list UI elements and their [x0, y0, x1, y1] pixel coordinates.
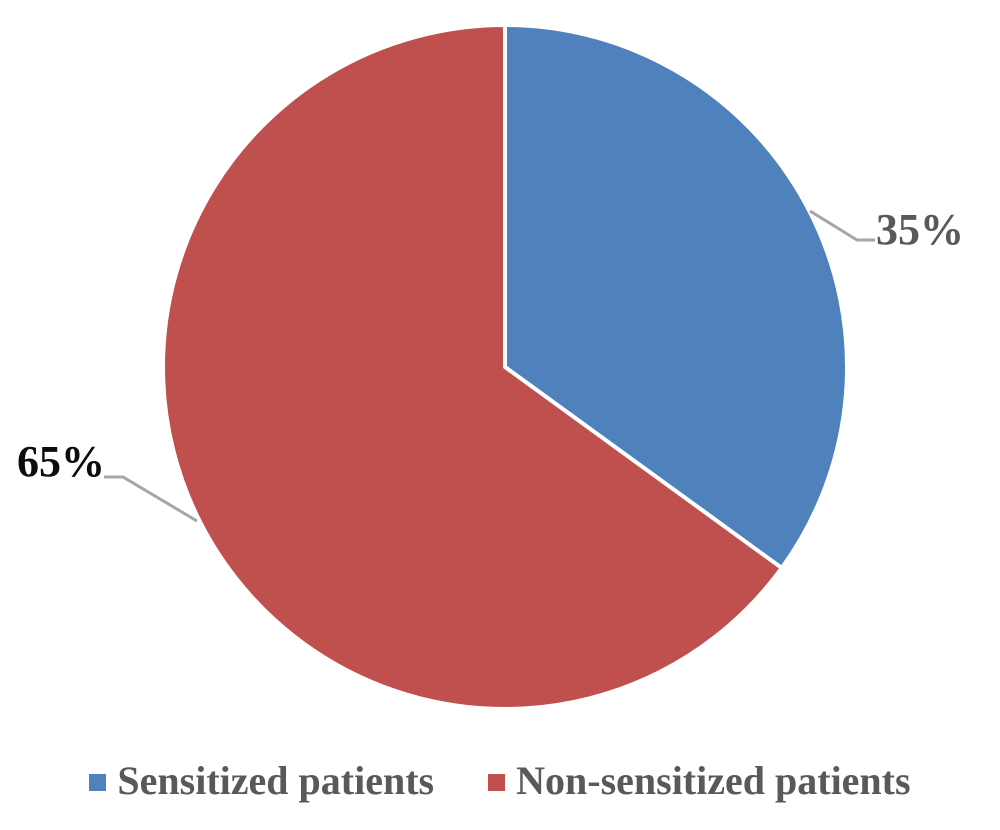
pie-slices	[161, 23, 849, 711]
legend-label-non-sensitized: Non-sensitized patients	[516, 758, 911, 803]
legend-label-sensitized: Sensitized patients	[117, 758, 435, 803]
legend-item-non-sensitized[interactable]: Non-sensitized patients	[488, 758, 911, 803]
legend-item-sensitized[interactable]: Sensitized patients	[89, 761, 434, 801]
legend-marker-sensitized-icon	[89, 773, 107, 791]
data-label-sensitized: 35%	[876, 205, 964, 254]
leader-line-sensitized	[809, 209, 875, 242]
data-label-non-sensitized: 65%	[17, 437, 105, 486]
pie-slice-non-sensitized[interactable]	[161, 23, 784, 711]
legend-marker-non-sensitized-icon	[488, 773, 506, 791]
legend: Sensitized patients Non-sensitized patie…	[0, 758, 1000, 804]
leader-line-non-sensitized	[104, 475, 198, 523]
